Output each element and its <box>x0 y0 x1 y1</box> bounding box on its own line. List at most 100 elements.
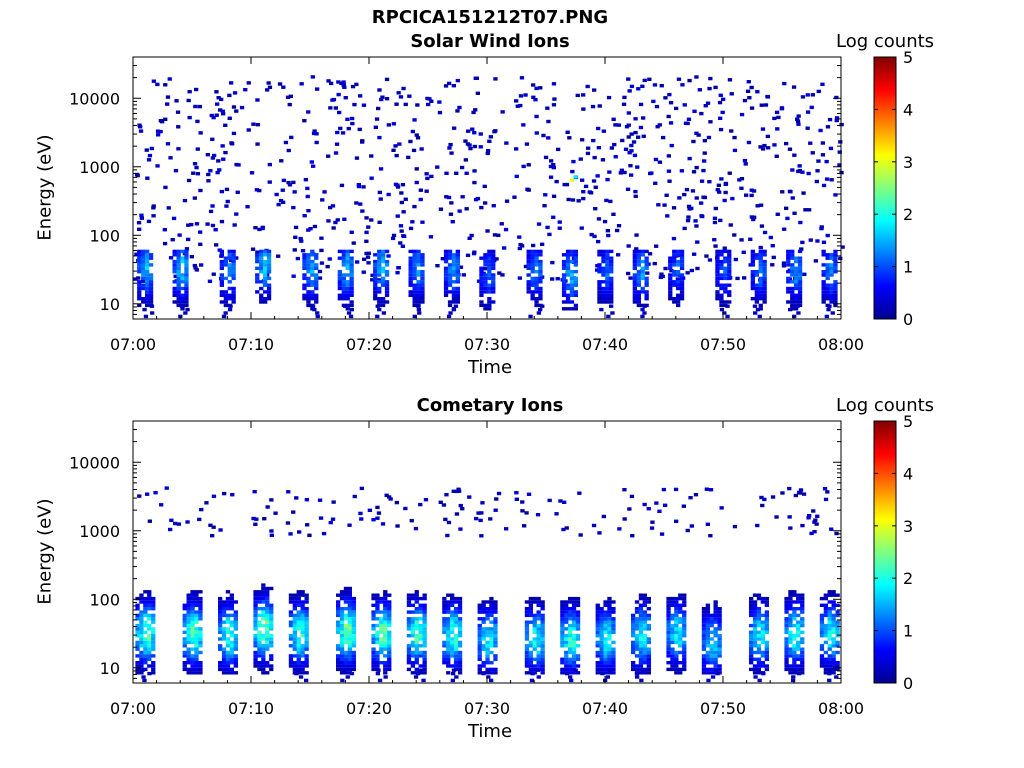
heatmap-cell <box>231 105 237 109</box>
heatmap-cell <box>348 314 354 319</box>
heatmap-cell <box>705 620 710 624</box>
heatmap-cell <box>719 273 724 277</box>
heatmap-cell <box>380 95 385 99</box>
heatmap-cell <box>145 273 150 277</box>
heatmap-cell <box>261 667 266 672</box>
heatmap-cell <box>172 270 177 274</box>
heatmap-cell <box>547 232 552 237</box>
heatmap-cell <box>184 247 190 251</box>
heatmap-cell <box>151 634 156 638</box>
heatmap-cell <box>823 667 828 672</box>
heatmap-cell <box>532 630 537 634</box>
heatmap-cell <box>831 640 836 645</box>
heatmap-cell <box>595 610 600 614</box>
heatmap-cell <box>253 522 258 526</box>
heatmap-cell <box>536 603 541 607</box>
heatmap-cell <box>410 620 415 624</box>
heatmap-cell <box>342 217 347 221</box>
heatmap-cell <box>345 273 350 277</box>
heatmap-cell <box>749 630 754 634</box>
heatmap-cell <box>343 671 349 675</box>
heatmap-cell <box>811 509 816 513</box>
heatmap-cell <box>255 266 260 270</box>
heatmap-cell <box>146 158 152 162</box>
heatmap-cell <box>304 637 309 641</box>
heatmap-cell <box>652 261 657 266</box>
heatmap-cell <box>715 283 720 287</box>
heatmap-cell <box>422 627 427 631</box>
heatmap-cell <box>705 603 710 607</box>
heatmap-cell <box>269 586 274 591</box>
heatmap-cell <box>406 623 412 628</box>
heatmap-cell <box>193 104 198 109</box>
heatmap-cell <box>616 123 621 127</box>
heatmap-cell <box>233 640 238 645</box>
heatmap-cell <box>373 280 378 284</box>
heatmap-cell <box>336 613 341 618</box>
heatmap-cell <box>210 137 215 141</box>
heatmap-cell <box>693 493 699 497</box>
heatmap-cell <box>560 613 565 618</box>
heatmap-cell <box>310 280 315 284</box>
heatmap-cell <box>254 517 259 521</box>
heatmap-cell <box>446 520 452 525</box>
heatmap-cell <box>168 527 173 532</box>
heatmap-cell <box>629 143 634 148</box>
heatmap-cell <box>251 122 256 126</box>
heatmap-cell <box>672 297 677 301</box>
heatmap-cell <box>139 600 144 604</box>
heatmap-cell <box>300 654 305 658</box>
heatmap-cell <box>435 264 440 268</box>
heatmap-cell <box>474 516 479 521</box>
heatmap-cell <box>538 253 543 257</box>
heatmap-cell <box>754 293 759 297</box>
heatmap-cell <box>534 276 539 281</box>
heatmap-cell <box>601 270 606 274</box>
heatmap-cell <box>259 293 264 297</box>
heatmap-cell <box>277 82 283 86</box>
heatmap-cell <box>535 513 541 517</box>
heatmap-cell <box>827 617 832 621</box>
heatmap-cell <box>418 671 423 675</box>
heatmap-cell <box>536 654 541 658</box>
heatmap-cell <box>589 232 594 237</box>
heatmap-cell <box>261 600 266 604</box>
heatmap-cell <box>719 283 724 287</box>
heatmap-cell <box>536 637 541 641</box>
heatmap-cell <box>234 212 239 216</box>
heatmap-cell <box>257 661 262 665</box>
heatmap-cell <box>790 290 795 294</box>
heatmap-cell <box>603 661 608 665</box>
heatmap-cell <box>536 657 541 661</box>
heatmap-cell <box>827 678 832 683</box>
heatmap-cell <box>823 630 828 634</box>
heatmap-cell <box>493 77 498 81</box>
heatmap-cell <box>674 634 679 638</box>
heatmap-cell <box>756 634 762 638</box>
heatmap-cell <box>833 303 838 308</box>
heatmap-cell <box>670 667 675 672</box>
heatmap-cell <box>416 256 421 260</box>
heatmap-cell <box>607 623 612 628</box>
heatmap-cell <box>300 627 305 631</box>
heatmap-cell <box>343 630 349 634</box>
heatmap-cell <box>821 253 826 257</box>
heatmap-cell <box>304 617 309 621</box>
heatmap-cell <box>483 273 488 277</box>
heatmap-cell <box>564 650 569 655</box>
heatmap-cell <box>717 667 722 672</box>
heatmap-cell <box>760 640 765 645</box>
heatmap-cell <box>477 610 482 614</box>
heatmap-cell <box>410 661 415 665</box>
heatmap-cell <box>631 640 636 645</box>
heatmap-cell <box>481 627 486 631</box>
heatmap-cell <box>719 177 724 181</box>
heatmap-cell <box>669 143 674 148</box>
heatmap-cell <box>642 650 647 655</box>
heatmap-cell <box>184 303 189 308</box>
heatmap-cell <box>455 290 460 294</box>
heatmap-cell <box>709 620 714 624</box>
heatmap-cell <box>560 640 565 645</box>
heatmap-cell <box>451 668 457 672</box>
heatmap-cell <box>221 650 227 655</box>
